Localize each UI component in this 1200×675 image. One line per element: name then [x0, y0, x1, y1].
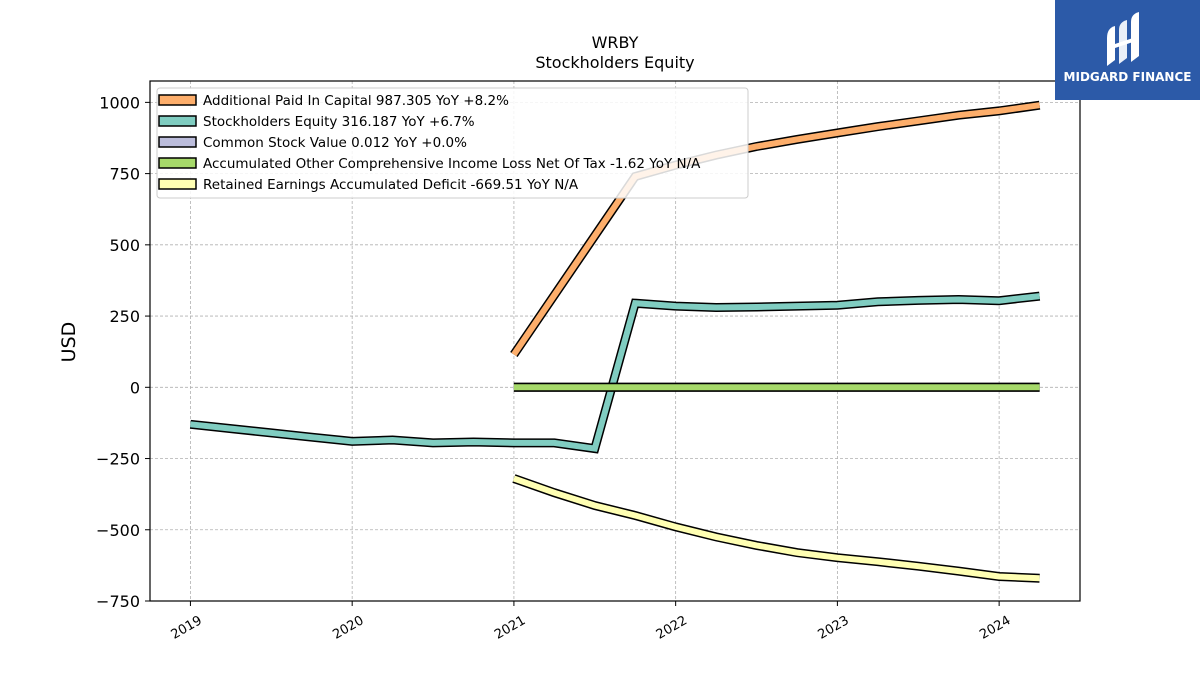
chart-title: WRBY — [592, 33, 639, 52]
x-tick-label: 2021 — [492, 613, 528, 643]
y-tick-label: 250 — [109, 307, 140, 326]
y-tick-label: −250 — [96, 450, 140, 469]
legend-box — [156, 87, 749, 199]
legend-label: Accumulated Other Comprehensive Income L… — [203, 156, 701, 172]
series-line-4 — [512, 475, 1040, 582]
x-tick-label: 2023 — [816, 613, 852, 643]
y-axis-label: USD — [58, 322, 80, 363]
y-tick-label: 500 — [109, 236, 140, 255]
legend-label: Stockholders Equity 316.187 YoY +6.7% — [203, 114, 475, 130]
series-line-outline-4 — [512, 474, 1040, 583]
y-tick-label: −500 — [96, 521, 140, 540]
legend-swatch — [158, 94, 197, 106]
legend-label: Retained Earnings Accumulated Deficit -6… — [203, 177, 579, 193]
x-tick-label: 2024 — [977, 613, 1013, 643]
legend-swatch — [158, 136, 197, 148]
x-tick-label: 2019 — [169, 613, 205, 643]
x-tick-label: 2020 — [330, 613, 366, 643]
legend: Additional Paid In Capital 987.305 YoY +… — [156, 87, 749, 199]
legend-label: Common Stock Value 0.012 YoY +0.0% — [203, 135, 467, 151]
series-line-1 — [190, 293, 1040, 452]
legend-swatch — [158, 157, 197, 169]
y-tick-label: 750 — [109, 165, 140, 184]
midgard-logo-icon — [1107, 12, 1139, 66]
y-tick-label: −750 — [96, 592, 140, 611]
y-tick-label: 1000 — [99, 93, 140, 112]
x-tick-label: 2022 — [654, 613, 690, 643]
legend-swatch — [158, 178, 197, 190]
brand-name: MIDGARD FINANCE — [1063, 70, 1192, 84]
ticks: 1000 750 500 250 0 −250 −500 −750 2019 2020 2021 20… — [96, 93, 1013, 642]
legend-swatch — [158, 115, 197, 127]
chart-subtitle: Stockholders Equity — [535, 53, 694, 72]
y-tick-label: 0 — [130, 378, 140, 397]
series-layer — [189, 100, 1041, 583]
brand-logo: MIDGARD FINANCE — [1055, 0, 1200, 100]
plot-frame — [149, 80, 1081, 602]
legend-label: Additional Paid In Capital 987.305 YoY +… — [203, 93, 509, 109]
